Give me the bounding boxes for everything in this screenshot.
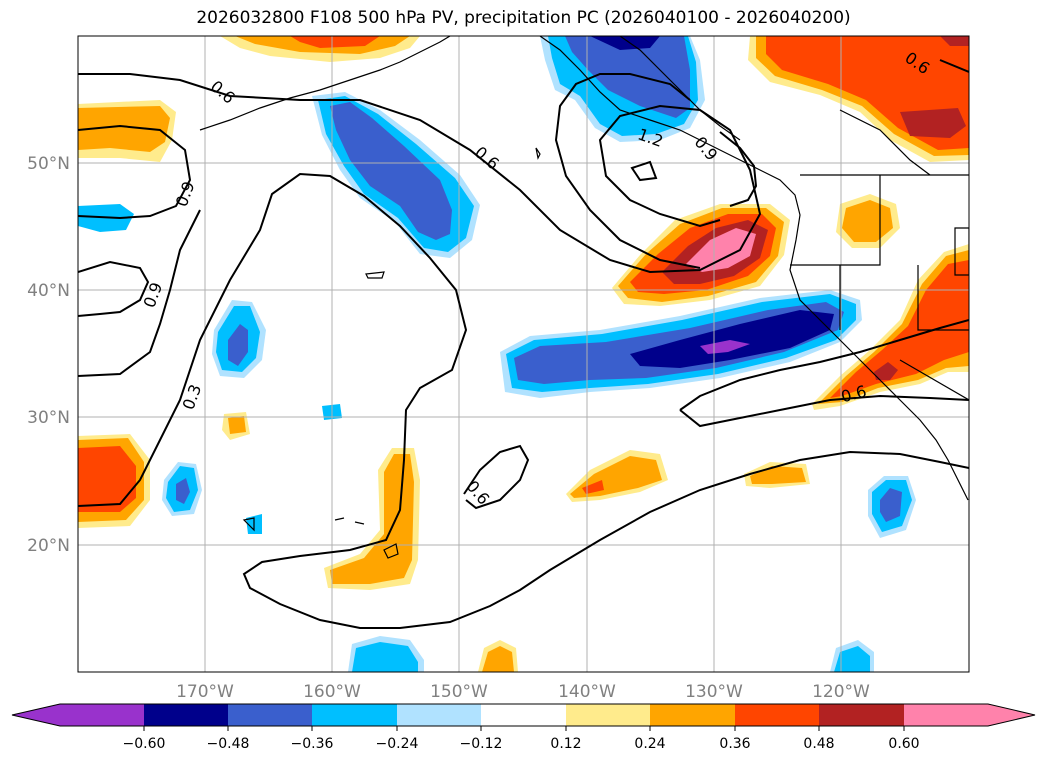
precip-positive-region [78,446,136,512]
precip-negative-region [330,102,452,240]
precip-positive-region [874,362,898,380]
colorbar-segment [735,704,819,726]
islands [242,147,541,559]
precip-positive-region [482,646,514,672]
precip-positive-region [686,228,756,272]
contour-label: 0.6 [207,77,239,108]
precip-negative-region [565,36,690,118]
lat-label: 20°N [27,536,70,556]
pv-contour-labels: 0.6 0.6 0.9 0.9 0.3 0.6 1.2 0.9 0.6 0.6 [140,48,934,508]
lat-label: 40°N [27,281,70,301]
lon-label: 140°W [558,682,616,702]
colorbar-segment [650,704,735,726]
colorbar-tick-label: 0.48 [803,736,834,752]
contour-label: 0.9 [140,280,167,310]
lat-label: 50°N [27,154,70,174]
colorbar-tick-label: 0.60 [888,736,919,752]
colorbar-tick-label: −0.36 [291,736,334,752]
precip-positive-region [290,36,380,48]
gridlines [78,36,969,672]
precip-positive-region [830,260,969,398]
pv-contours [78,59,969,629]
colorbar: −0.60 −0.48 −0.36 −0.24 −0.12 0.12 0.24 … [11,703,1036,752]
colorbar-segment [397,704,481,726]
precip-negative-region [880,488,902,522]
colorbar-extend-high [988,704,1035,726]
precip-negative-region [834,646,870,672]
lon-label: 150°W [430,682,488,702]
colorbar-tick-label: 0.24 [634,736,665,752]
colorbar-tick-label: −0.12 [460,736,503,752]
colorbar-tick-label: 0.12 [550,736,581,752]
colorbar-segment [904,704,988,726]
latitude-labels: 50°N 40°N 30°N 20°N [27,154,70,556]
map-title: 2026032800 F108 500 hPa PV, precipitatio… [196,8,851,28]
map-frame [77,35,970,673]
precip-negative-region [590,36,660,50]
precip-positive-region [78,106,170,152]
contour-label: 0.9 [172,179,199,209]
colorbar-ticks [143,726,905,731]
colorbar-segment [566,704,650,726]
precip-negative-region [630,310,834,368]
colorbar-tick-label: −0.60 [123,736,166,752]
map-area: 0.6 0.6 0.9 0.9 0.3 0.6 1.2 0.9 0.6 0.6 [78,36,969,672]
lon-label: 120°W [812,682,870,702]
colorbar-segment [312,704,397,726]
contour-label: 0.3 [179,382,206,412]
colorbar-segment [60,704,144,726]
lon-label: 160°W [303,682,361,702]
precip-positive-region [940,36,969,46]
precip-negative-region [700,340,750,354]
colorbar-tick-label: 0.36 [719,736,750,752]
colorbar-segment [228,704,312,726]
contour-label: 0.6 [471,143,503,174]
precip-positive-region [330,454,414,584]
lon-label: 130°W [685,682,743,702]
precip-positive-region [900,108,966,138]
lat-label: 30°N [27,408,70,428]
precip-positive-region [228,416,246,434]
colorbar-segment [819,704,904,726]
longitude-labels: 170°W 160°W 150°W 140°W 130°W 120°W [176,682,870,702]
lon-label: 170°W [176,682,234,702]
colorbar-segment [481,704,566,726]
precip-negative-region [352,642,418,672]
precip-negative-region [228,324,248,366]
colorbar-tick-label: −0.24 [376,736,419,752]
precip-negative-region [176,478,190,504]
colorbar-tick-label: −0.48 [207,736,250,752]
colorbar-segment [144,704,228,726]
precip-shading [78,36,969,672]
colorbar-tick-labels: −0.60 −0.48 −0.36 −0.24 −0.12 0.12 0.24 … [123,736,920,752]
colorbar-outline [11,703,1036,727]
colorbar-extend-low [12,704,60,726]
